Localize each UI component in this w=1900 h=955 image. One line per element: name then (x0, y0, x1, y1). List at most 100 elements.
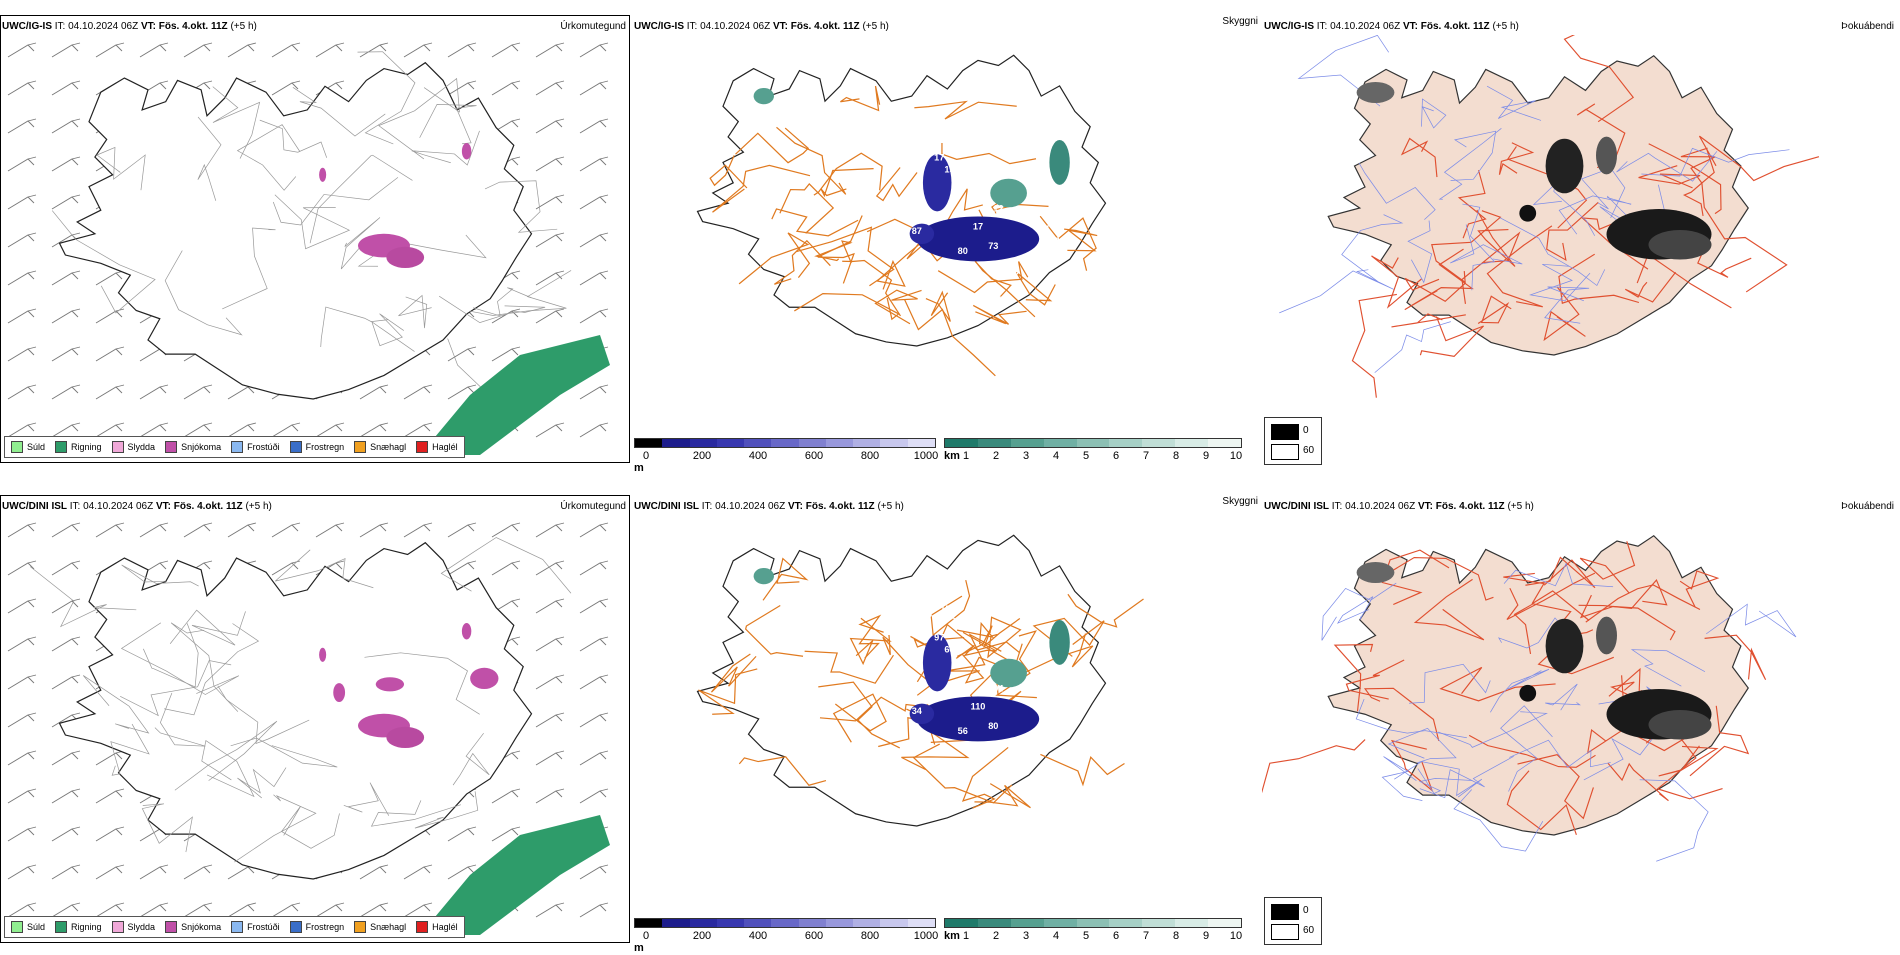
precip-legend-item: Súld (11, 921, 45, 933)
field-title-precip: Úrkomutegund (560, 501, 626, 512)
visibility-value-label: 94 (993, 683, 1004, 693)
legend-label: Haglél (432, 442, 458, 452)
road-line (1438, 711, 1548, 748)
wind-barb (51, 598, 81, 614)
snow-area (333, 683, 346, 702)
road-line (1390, 739, 1434, 793)
road-line (1040, 753, 1125, 787)
precip-legend-item: Snæhagl (354, 441, 406, 453)
precip-legend-item: Snjókoma (165, 441, 221, 453)
colorbar-tick: 7 (1142, 930, 1150, 942)
road-line (776, 126, 847, 195)
road-line (1431, 210, 1502, 283)
road-line (914, 100, 1017, 120)
wind-barb (183, 522, 213, 538)
road-line (1563, 35, 1635, 123)
it-label: IT: (54, 21, 66, 32)
low-visibility-area (990, 178, 1027, 208)
road-line (1639, 779, 1709, 862)
legend-label: Rigning (71, 922, 102, 932)
fog-indicator-panel: UWC/DINI ISL IT: 04.10.2024 06Z VT: Fös.… (1262, 480, 1900, 950)
legend-swatch (55, 921, 68, 933)
road-line (1579, 541, 1636, 594)
road-line (937, 261, 1029, 294)
wind-barb (51, 80, 81, 96)
colorbar-swatch (1076, 439, 1110, 447)
panel-header: UWC/DINI ISL IT: 04.10.2024 06Z VT: Fös.… (2, 501, 272, 512)
colorbar-swatch (1043, 919, 1077, 927)
wind-barb (227, 42, 257, 58)
wind-barb (95, 826, 125, 842)
fog-area (1596, 136, 1617, 175)
road-line (771, 208, 859, 237)
fog-area (1356, 562, 1395, 583)
visibility-value-label: 73 (988, 241, 998, 251)
road-line (1624, 271, 1677, 303)
road-line (794, 292, 900, 321)
fog-indicator-panel: UWC/IG-IS IT: 04.10.2024 06Z VT: Fös. 4.… (1262, 0, 1900, 470)
precip-type-map (7, 522, 610, 935)
road-line (343, 782, 390, 816)
wind-barb (491, 118, 521, 134)
road-line (1641, 147, 1790, 177)
wind-barb (51, 270, 81, 286)
road-line (1453, 789, 1544, 852)
opacity-swatch-white (1271, 924, 1299, 940)
road-line (1404, 270, 1466, 302)
legend-swatch (11, 921, 23, 933)
wind-barb (535, 674, 565, 690)
road-line (370, 800, 462, 827)
visibility-value-label: 74 (1067, 701, 1078, 711)
wind-barb (315, 422, 345, 438)
road-line (1457, 170, 1487, 239)
road-line (1387, 727, 1457, 764)
legend-swatch (111, 921, 124, 933)
low-ceiling-area (909, 703, 935, 724)
visibility-value-label: 76 (1009, 747, 1019, 757)
wind-barb (447, 80, 477, 96)
road-line (259, 119, 328, 158)
colorbar-swatch (945, 919, 978, 927)
wind-barb (95, 346, 125, 362)
fog-area (1648, 710, 1712, 740)
wind-barb (579, 422, 609, 438)
wind-barb (227, 522, 257, 538)
road-line (1363, 687, 1440, 742)
legend-swatch (354, 441, 367, 453)
road-line (170, 622, 239, 712)
opacity-legend: 0 60 (1264, 897, 1322, 945)
wind-barb (579, 864, 609, 880)
fog-area (1356, 82, 1395, 103)
low-visibility-area (753, 87, 774, 105)
fog-area (1545, 618, 1584, 674)
road-line (842, 259, 901, 317)
road-line (1400, 137, 1438, 178)
road-line (818, 681, 901, 749)
opacity-max-label: 60 (1303, 445, 1315, 456)
colorbar-swatch (1175, 919, 1209, 927)
precip-legend-item: Frostregn (289, 441, 344, 453)
wind-barb (7, 674, 37, 690)
colorbar-swatch (1109, 919, 1143, 927)
visibility-value-label: 93 (1049, 236, 1059, 246)
ceiling-colorbar: m 0 200 400 600 800 1000 (634, 918, 938, 954)
wind-barb (579, 750, 609, 766)
low-visibility-area (1049, 139, 1070, 185)
panel-header: UWC/IG-IS IT: 04.10.2024 06Z VT: Fös. 4.… (2, 21, 257, 32)
vt-label: VT: (1417, 501, 1433, 512)
road-line (1450, 130, 1497, 181)
ceiling-colorbar-swatches (634, 438, 936, 448)
wind-barb (579, 232, 609, 248)
visibility-unit: km (944, 930, 960, 942)
precip-legend-item: Rigning (55, 441, 102, 453)
road-line (698, 668, 758, 715)
road-line (1032, 617, 1105, 657)
road-line (1064, 228, 1098, 252)
visibility-value-label: 90 (922, 129, 932, 139)
legend-swatch (165, 441, 178, 453)
road-line (1358, 162, 1436, 220)
visibility-value-label: 17 (934, 152, 944, 162)
road-line (1499, 217, 1606, 287)
road-line (817, 215, 863, 284)
